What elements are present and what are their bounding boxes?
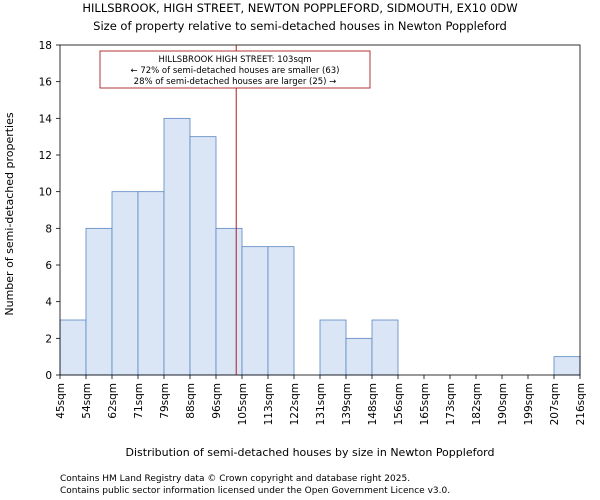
annotation-line-3: 28% of semi-detached houses are larger (… xyxy=(134,77,337,87)
y-tick-label: 16 xyxy=(39,77,53,89)
x-tick-label: 182sqm xyxy=(471,383,483,425)
x-tick-label: 62sqm xyxy=(107,383,119,419)
y-tick-label: 4 xyxy=(45,297,52,309)
bar xyxy=(137,191,165,376)
x-tick-label: 148sqm xyxy=(367,383,379,425)
x-tick-label: 216sqm xyxy=(575,383,587,425)
y-ticks-group: 0 2 4 6 8 10 12 14 16 18 xyxy=(39,40,60,382)
annotation-line-1: HILLSBROOK HIGH STREET: 103sqm xyxy=(158,55,311,65)
x-tick-label: 165sqm xyxy=(419,383,431,425)
x-tick-label: 113sqm xyxy=(263,383,275,425)
bar xyxy=(553,356,581,376)
annotation-line-2: ← 72% of semi-detached houses are smalle… xyxy=(131,66,340,76)
bar xyxy=(111,191,139,376)
y-tick-label: 12 xyxy=(39,150,52,162)
x-tick-label: 207sqm xyxy=(549,383,561,425)
x-tick-label: 105sqm xyxy=(237,383,249,425)
y-tick-label: 14 xyxy=(39,113,53,125)
y-tick-label: 0 xyxy=(45,370,52,382)
x-tick-label: 96sqm xyxy=(211,383,223,419)
bars-group xyxy=(59,117,581,376)
y-axis-label: Number of semi-detached properties xyxy=(3,112,16,315)
footer-line-2: Contains public sector information licen… xyxy=(60,486,450,496)
plot-frame xyxy=(59,44,581,376)
bar xyxy=(241,246,269,376)
x-tick-label: 79sqm xyxy=(159,383,171,419)
chart-subtitle: Size of property relative to semi-detach… xyxy=(93,19,507,33)
x-tick-label: 173sqm xyxy=(445,383,457,425)
x-tick-label: 139sqm xyxy=(341,383,353,425)
bar xyxy=(215,227,243,376)
bar xyxy=(189,136,217,376)
x-tick-label: 122sqm xyxy=(289,383,301,425)
chart-title: HILLSBROOK, HIGH STREET, NEWTON POPPLEFO… xyxy=(82,1,517,15)
x-tick-label: 71sqm xyxy=(133,383,145,419)
bar xyxy=(59,319,87,376)
y-tick-label: 2 xyxy=(45,333,52,345)
x-ticks-group: 45sqm 54sqm 62sqm 71sqm 79sqm 88sqm 96sqm 105sq… xyxy=(55,375,587,425)
bar xyxy=(85,227,113,376)
y-tick-label: 10 xyxy=(39,187,52,199)
x-tick-label: 45sqm xyxy=(55,383,67,419)
y-tick-label: 6 xyxy=(45,260,52,272)
bar xyxy=(371,319,399,376)
x-tick-label: 156sqm xyxy=(393,383,405,425)
annotation-box xyxy=(99,50,371,89)
bar xyxy=(345,337,373,376)
footer-line-1: Contains HM Land Registry data © Crown c… xyxy=(60,474,410,484)
y-tick-label: 8 xyxy=(45,223,52,235)
x-tick-label: 54sqm xyxy=(81,383,93,419)
bar xyxy=(267,246,295,376)
bar xyxy=(319,319,347,376)
x-tick-label: 88sqm xyxy=(185,383,197,419)
y-tick-label: 18 xyxy=(39,40,52,52)
x-tick-label: 190sqm xyxy=(497,383,509,425)
x-axis-label: Distribution of semi-detached houses by … xyxy=(126,446,495,459)
x-tick-label: 199sqm xyxy=(523,383,535,425)
x-tick-label: 131sqm xyxy=(315,383,327,425)
bar xyxy=(163,117,191,376)
